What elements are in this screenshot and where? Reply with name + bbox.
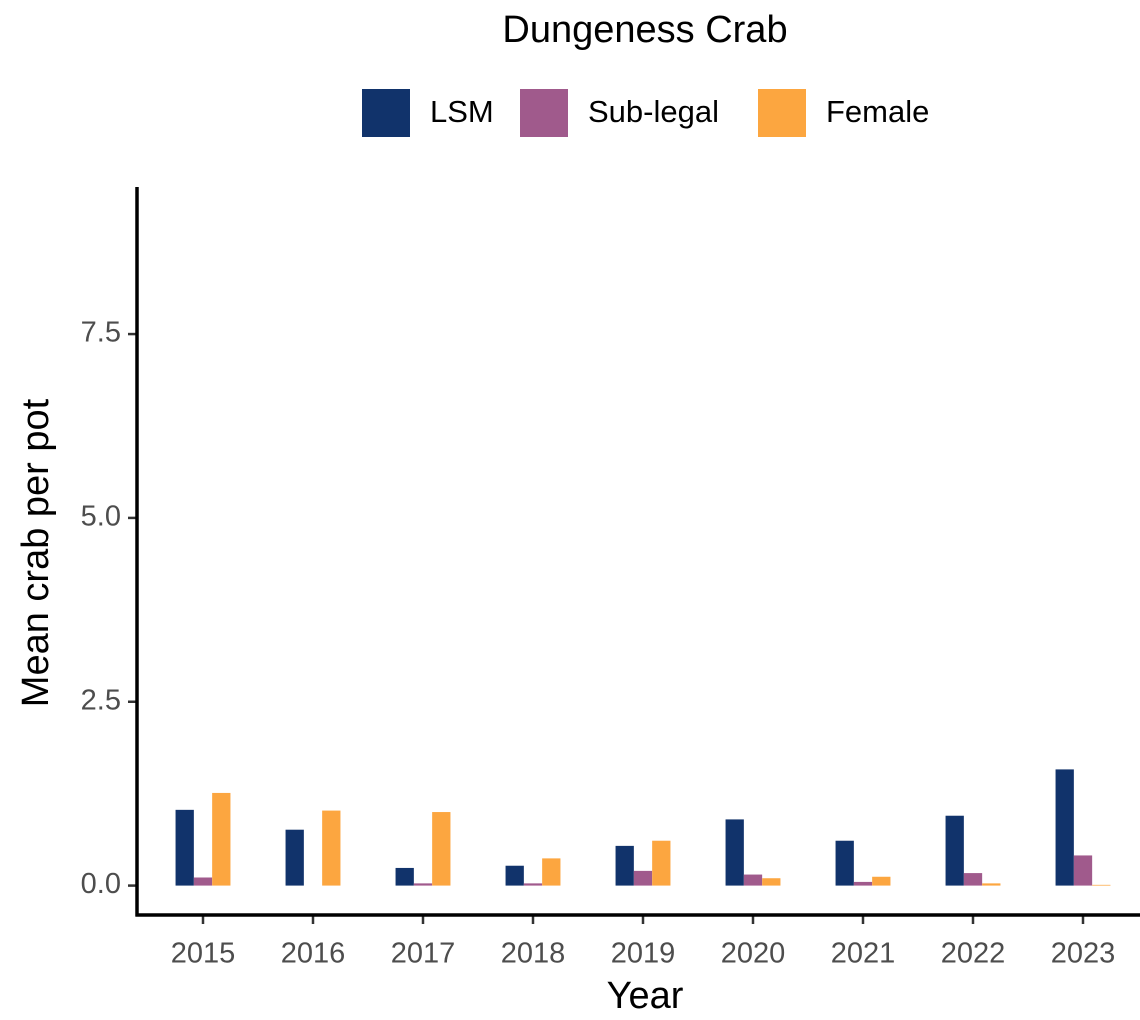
bar <box>963 873 983 886</box>
bar <box>615 845 634 886</box>
bar <box>743 874 763 886</box>
bar <box>322 810 341 886</box>
y-tick-label: 0.0 <box>81 868 121 900</box>
bar <box>285 829 304 886</box>
bar <box>633 870 653 886</box>
bar <box>212 792 231 886</box>
legend-label: Sub-legal <box>588 94 719 129</box>
x-axis-label: Year <box>607 975 684 1017</box>
legend-label: Female <box>826 94 929 129</box>
y-tick-label: 7.5 <box>81 317 121 349</box>
legend-label: LSM <box>430 94 494 129</box>
chart-title: Dungeness Crab <box>502 9 787 51</box>
bar <box>1092 884 1111 886</box>
x-tick-label: 2015 <box>171 938 236 970</box>
bar <box>652 840 671 886</box>
legend-swatch <box>758 89 806 137</box>
bar <box>432 812 451 886</box>
bar <box>762 878 781 886</box>
y-axis-label: Mean crab per pot <box>15 398 57 707</box>
bar <box>853 881 873 886</box>
bar <box>523 883 543 886</box>
bar <box>725 819 744 886</box>
y-tick-label: 5.0 <box>81 501 121 533</box>
x-tick-label: 2020 <box>721 938 786 970</box>
legend-swatch <box>520 89 568 137</box>
bar <box>945 815 964 886</box>
bar <box>505 865 524 886</box>
bar <box>542 858 561 886</box>
bar <box>982 883 1001 886</box>
x-tick-label: 2019 <box>611 938 676 970</box>
x-tick-label: 2021 <box>831 938 896 970</box>
bar <box>413 883 433 886</box>
legend-swatch <box>362 89 410 137</box>
bar <box>175 809 194 886</box>
bar <box>1073 855 1093 886</box>
x-tick-label: 2022 <box>941 938 1006 970</box>
bar <box>1055 769 1074 886</box>
bar <box>872 876 891 886</box>
y-tick-label: 2.5 <box>81 684 121 716</box>
bar <box>835 840 854 886</box>
bar <box>395 867 414 886</box>
x-tick-label: 2018 <box>501 938 566 970</box>
bar <box>193 877 213 886</box>
x-tick-label: 2023 <box>1051 938 1116 970</box>
x-tick-label: 2016 <box>281 938 346 970</box>
x-tick-label: 2017 <box>391 938 456 970</box>
